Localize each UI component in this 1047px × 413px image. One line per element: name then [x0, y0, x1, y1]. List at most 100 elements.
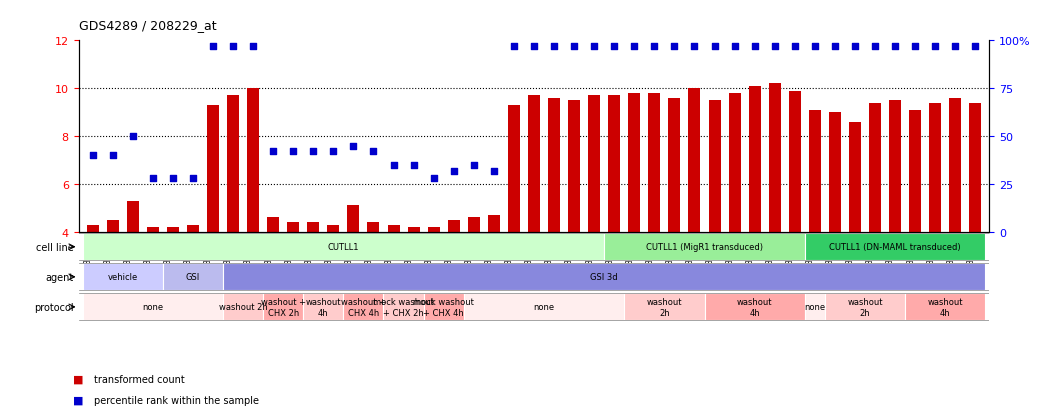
Bar: [407, 228, 420, 232]
Bar: [950, 99, 961, 232]
FancyBboxPatch shape: [604, 234, 805, 261]
Bar: [648, 94, 661, 232]
Point: [727, 44, 743, 50]
Bar: [307, 223, 319, 232]
Bar: [909, 111, 921, 232]
Bar: [849, 122, 861, 232]
Text: washout
2h: washout 2h: [847, 297, 883, 317]
Bar: [147, 228, 159, 232]
Bar: [729, 94, 740, 232]
Bar: [387, 225, 400, 232]
Bar: [348, 206, 359, 232]
Text: percentile rank within the sample: percentile rank within the sample: [94, 395, 260, 405]
Bar: [247, 89, 259, 232]
Point: [686, 44, 703, 50]
FancyBboxPatch shape: [223, 263, 985, 291]
Point: [486, 168, 503, 174]
Point: [506, 44, 522, 50]
Text: ■: ■: [73, 395, 84, 405]
FancyBboxPatch shape: [343, 294, 383, 320]
Bar: [508, 106, 520, 232]
FancyBboxPatch shape: [383, 294, 424, 320]
Bar: [166, 228, 179, 232]
Point: [867, 44, 884, 50]
Point: [946, 44, 963, 50]
Bar: [107, 220, 118, 232]
Bar: [488, 216, 499, 232]
Point: [144, 176, 161, 182]
Point: [204, 44, 221, 50]
Bar: [768, 84, 781, 232]
FancyBboxPatch shape: [263, 294, 304, 320]
Bar: [207, 106, 219, 232]
Bar: [869, 103, 882, 232]
Bar: [227, 96, 239, 232]
Bar: [628, 94, 641, 232]
Text: CUTLL1 (DN-MAML transduced): CUTLL1 (DN-MAML transduced): [829, 243, 961, 252]
Bar: [448, 220, 460, 232]
Text: none: none: [142, 303, 163, 312]
Bar: [528, 96, 540, 232]
FancyBboxPatch shape: [464, 294, 624, 320]
Point: [526, 44, 542, 50]
Point: [285, 149, 302, 155]
Text: washout
2h: washout 2h: [647, 297, 683, 317]
Bar: [788, 91, 801, 232]
FancyBboxPatch shape: [705, 294, 805, 320]
FancyBboxPatch shape: [624, 294, 705, 320]
Bar: [970, 103, 981, 232]
Bar: [87, 225, 98, 232]
Text: washout +
CHX 4h: washout + CHX 4h: [341, 297, 386, 317]
Bar: [548, 99, 560, 232]
Point: [626, 44, 643, 50]
Point: [445, 168, 462, 174]
Bar: [588, 96, 600, 232]
Text: mock washout
+ CHX 4h: mock washout + CHX 4h: [414, 297, 474, 317]
Point: [245, 44, 262, 50]
Point: [847, 44, 864, 50]
Text: CUTLL1 (MigR1 transduced): CUTLL1 (MigR1 transduced): [646, 243, 763, 252]
Bar: [468, 218, 480, 232]
Point: [346, 143, 362, 150]
Text: vehicle: vehicle: [108, 273, 138, 282]
Point: [907, 44, 923, 50]
Text: GSI: GSI: [185, 273, 200, 282]
FancyBboxPatch shape: [304, 294, 343, 320]
Point: [606, 44, 623, 50]
Point: [425, 176, 442, 182]
FancyBboxPatch shape: [805, 294, 825, 320]
Text: GDS4289 / 208229_at: GDS4289 / 208229_at: [79, 19, 216, 32]
Text: protocol: protocol: [34, 302, 73, 312]
Point: [565, 44, 582, 50]
Bar: [668, 99, 681, 232]
Bar: [287, 223, 299, 232]
Text: washout
4h: washout 4h: [306, 297, 341, 317]
Bar: [829, 113, 841, 232]
Point: [125, 133, 141, 140]
Point: [225, 44, 242, 50]
Bar: [749, 87, 761, 232]
Point: [887, 44, 904, 50]
Text: GSI 3d: GSI 3d: [591, 273, 618, 282]
Point: [585, 44, 602, 50]
Point: [646, 44, 663, 50]
FancyBboxPatch shape: [83, 234, 604, 261]
FancyBboxPatch shape: [805, 234, 985, 261]
Text: ■: ■: [73, 374, 84, 384]
Point: [967, 44, 984, 50]
Point: [365, 149, 382, 155]
Point: [706, 44, 722, 50]
Point: [766, 44, 783, 50]
Bar: [186, 225, 199, 232]
Text: washout
4h: washout 4h: [928, 297, 963, 317]
Bar: [709, 101, 720, 232]
FancyBboxPatch shape: [83, 263, 162, 291]
FancyBboxPatch shape: [83, 294, 223, 320]
Bar: [427, 228, 440, 232]
Point: [105, 152, 121, 159]
Point: [405, 162, 422, 169]
Point: [806, 44, 823, 50]
Bar: [809, 111, 821, 232]
Bar: [569, 101, 580, 232]
Point: [184, 176, 201, 182]
